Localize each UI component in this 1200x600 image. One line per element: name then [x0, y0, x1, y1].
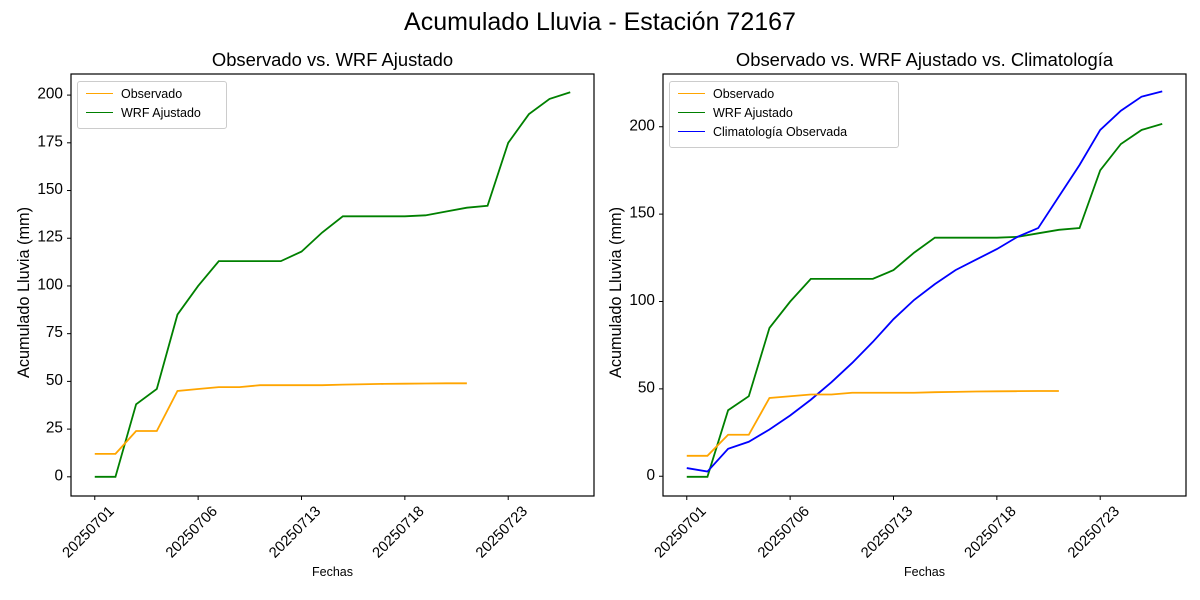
- svg-text:20250706: 20250706: [755, 504, 813, 562]
- svg-text:20250723: 20250723: [1065, 504, 1123, 562]
- svg-text:150: 150: [629, 205, 655, 222]
- svg-text:100: 100: [629, 292, 655, 309]
- svg-text:0: 0: [646, 467, 655, 484]
- svg-text:20250713: 20250713: [858, 504, 916, 562]
- svg-text:200: 200: [629, 117, 655, 134]
- svg-text:20250701: 20250701: [652, 504, 710, 562]
- svg-text:20250718: 20250718: [962, 504, 1020, 562]
- svg-text:50: 50: [638, 379, 655, 396]
